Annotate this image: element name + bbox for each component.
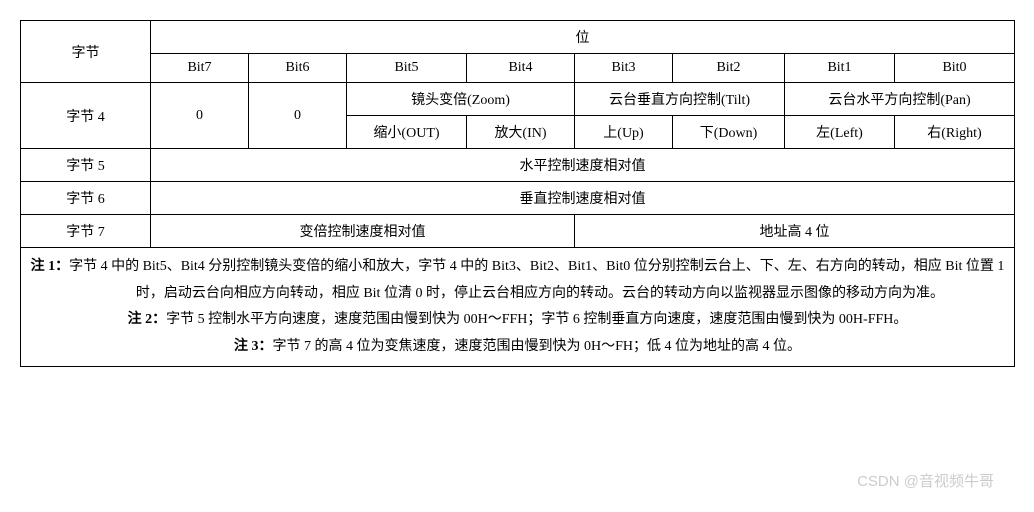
header-bit3: Bit3 (575, 54, 673, 83)
byte4-pan-left: 左(Left) (785, 116, 895, 149)
note-2-label: 注 2： (128, 312, 167, 327)
byte4-zoom-out: 缩小(OUT) (347, 116, 467, 149)
header-bit2: Bit2 (673, 54, 785, 83)
byte5-label: 字节 5 (21, 149, 151, 182)
byte4-tilt-up: 上(Up) (575, 116, 673, 149)
header-bit1: Bit1 (785, 54, 895, 83)
note-1-label: 注 1： (31, 259, 70, 274)
note-3-label: 注 3： (234, 339, 273, 354)
byte5-desc: 水平控制速度相对值 (151, 149, 1015, 182)
byte7-desc-right: 地址高 4 位 (575, 215, 1015, 248)
header-bits: 位 (151, 21, 1015, 54)
byte7-label: 字节 7 (21, 215, 151, 248)
byte4-tilt-group: 云台垂直方向控制(Tilt) (575, 83, 785, 116)
byte4-tilt-down: 下(Down) (673, 116, 785, 149)
note-3-text: 字节 7 的高 4 位为变焦速度，速度范围由慢到快为 0H～FH；低 4 位为地… (272, 339, 801, 354)
watermark: CSDN @音视频牛哥 (857, 470, 994, 491)
header-bit5: Bit5 (347, 54, 467, 83)
note-2: 注 2：字节 5 控制水平方向速度，速度范围由慢到快为 00H～FFH；字节 6… (29, 307, 1006, 334)
header-bit4: Bit4 (467, 54, 575, 83)
byte7-desc-left: 变倍控制速度相对值 (151, 215, 575, 248)
byte4-label: 字节 4 (21, 83, 151, 149)
header-bit0: Bit0 (895, 54, 1015, 83)
note-1-text: 字节 4 中的 Bit5、Bit4 分别控制镜头变倍的缩小和放大，字节 4 中的… (69, 259, 1004, 301)
bit-definition-table: 字节 位 Bit7 Bit6 Bit5 Bit4 Bit3 Bit2 Bit1 … (20, 20, 1015, 367)
byte6-desc: 垂直控制速度相对值 (151, 182, 1015, 215)
byte4-pan-right: 右(Right) (895, 116, 1015, 149)
header-bit7: Bit7 (151, 54, 249, 83)
byte4-zoom-in: 放大(IN) (467, 116, 575, 149)
note-2-text: 字节 5 控制水平方向速度，速度范围由慢到快为 00H～FFH；字节 6 控制垂… (166, 312, 907, 327)
byte6-label: 字节 6 (21, 182, 151, 215)
byte4-bit6: 0 (249, 83, 347, 149)
header-bit6: Bit6 (249, 54, 347, 83)
note-3: 注 3：字节 7 的高 4 位为变焦速度，速度范围由慢到快为 0H～FH；低 4… (29, 334, 1006, 361)
note-1: 注 1：字节 4 中的 Bit5、Bit4 分别控制镜头变倍的缩小和放大，字节 … (29, 254, 1006, 307)
notes-cell: 注 1：字节 4 中的 Bit5、Bit4 分别控制镜头变倍的缩小和放大，字节 … (21, 248, 1015, 367)
header-byte: 字节 (21, 21, 151, 83)
byte4-bit7: 0 (151, 83, 249, 149)
byte4-zoom-group: 镜头变倍(Zoom) (347, 83, 575, 116)
byte4-pan-group: 云台水平方向控制(Pan) (785, 83, 1015, 116)
